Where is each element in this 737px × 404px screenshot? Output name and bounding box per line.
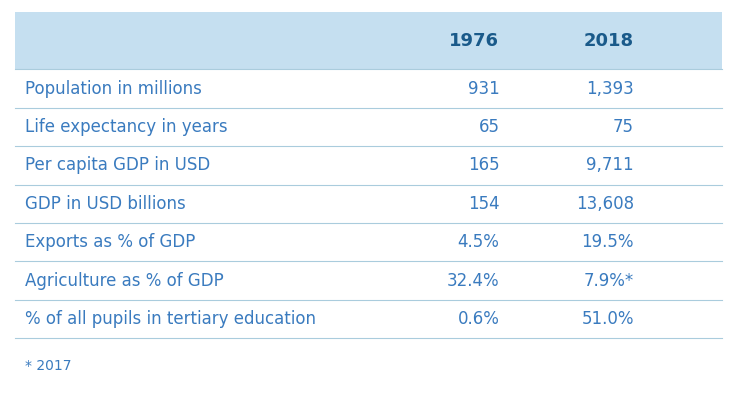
Text: 19.5%: 19.5% [581, 233, 634, 251]
Text: 32.4%: 32.4% [447, 271, 500, 290]
Text: 75: 75 [613, 118, 634, 136]
Text: 931: 931 [468, 80, 500, 98]
Text: 1,393: 1,393 [586, 80, 634, 98]
Text: 65: 65 [478, 118, 500, 136]
Text: Exports as % of GDP: Exports as % of GDP [25, 233, 196, 251]
Text: 51.0%: 51.0% [581, 310, 634, 328]
Bar [15, 12, 722, 69]
Text: 13,608: 13,608 [576, 195, 634, 213]
Text: 9,711: 9,711 [586, 156, 634, 175]
Text: 2018: 2018 [584, 32, 634, 50]
Text: Per capita GDP in USD: Per capita GDP in USD [25, 156, 211, 175]
Text: 0.6%: 0.6% [458, 310, 500, 328]
Text: Agriculture as % of GDP: Agriculture as % of GDP [25, 271, 224, 290]
Text: GDP in USD billions: GDP in USD billions [25, 195, 186, 213]
Text: 4.5%: 4.5% [458, 233, 500, 251]
Text: * 2017: * 2017 [25, 359, 71, 373]
Text: 7.9%*: 7.9%* [584, 271, 634, 290]
Text: Population in millions: Population in millions [25, 80, 202, 98]
Text: 165: 165 [468, 156, 500, 175]
Text: 154: 154 [468, 195, 500, 213]
Text: % of all pupils in tertiary education: % of all pupils in tertiary education [25, 310, 316, 328]
Text: 1976: 1976 [450, 32, 500, 50]
Text: Life expectancy in years: Life expectancy in years [25, 118, 228, 136]
